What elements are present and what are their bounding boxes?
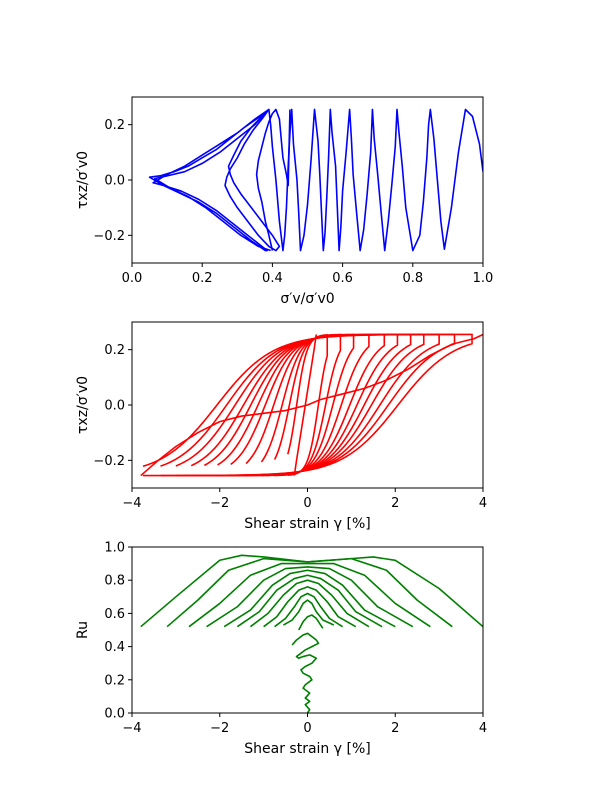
stress-strain-y-tick-label: 0.0 (104, 399, 125, 414)
stress-strain-y-axis-label: τxz/σ′v0 (75, 376, 91, 434)
pore-pressure-x-tick-label: −4 (122, 721, 141, 736)
pore-pressure-lines (140, 554, 483, 713)
stress-path-y-tick-label: −0.2 (93, 229, 125, 244)
pore-pressure-series-5 (236, 574, 383, 628)
pore-pressure-x-tick-label: 2 (391, 721, 399, 736)
stress-path-series-2 (224, 108, 281, 252)
pore-pressure-series-9 (282, 599, 335, 626)
pore-pressure-ticks: −4 −2 0 2 4 0.0 0.2 0.4 0.6 0.8 1.0 (104, 541, 487, 737)
stress-strain-x-tick-label: 4 (479, 496, 487, 511)
pore-pressure-y-tick-label: 0.6 (104, 607, 125, 622)
pore-pressure-y-axis-label: Ru (75, 621, 91, 639)
stress-path-series-1 (148, 108, 271, 252)
stress-path-y-tick-label: 0.2 (104, 118, 125, 133)
pore-pressure-series-8 (274, 592, 344, 628)
pore-pressure-series-1 (166, 557, 453, 628)
pore-pressure-x-axis-label: Shear strain γ [%] (244, 741, 370, 757)
stress-path-y-axis-label: τxz/σ′v0 (75, 151, 91, 209)
pore-pressure-series-3 (206, 566, 414, 628)
stress-path-y-tick-label: 0.0 (104, 174, 125, 189)
pore-pressure-series-10 (298, 614, 324, 631)
pore-pressure-series-2 (188, 562, 431, 628)
stress-strain-x-tick-label: −4 (122, 496, 141, 511)
pore-pressure-x-tick-label: 4 (479, 721, 487, 736)
stress-strain-y-tick-label: 0.2 (104, 343, 125, 358)
pore-pressure-y-tick-label: 1.0 (104, 541, 125, 556)
stress-path-lines (148, 108, 483, 252)
pore-pressure-panel: −4 −2 0 2 4 0.0 0.2 0.4 0.6 0.8 1.0 Shear strain γ… (75, 541, 487, 758)
stress-strain-series-1 (293, 334, 318, 476)
stress-strain-x-tick-label: 0 (303, 496, 311, 511)
stress-path-x-tick-label: 1.0 (473, 271, 494, 286)
pore-pressure-series-7 (263, 586, 357, 628)
stress-path-x-tick-label: 0.8 (402, 271, 423, 286)
pore-pressure-y-tick-label: 0.2 (104, 673, 125, 688)
stress-strain-x-tick-label: 2 (391, 496, 399, 511)
stress-strain-ticks: −4 −2 0 2 4 −0.2 0.0 0.2 (93, 343, 487, 511)
stress-strain-panel: −4 −2 0 2 4 −0.2 0.0 0.2 Shear strain γ [%] τxz… (75, 321, 487, 532)
stress-path-x-tick-label: 0.2 (192, 271, 213, 286)
stress-path-series-0 (268, 108, 483, 252)
pore-pressure-x-tick-label: −2 (210, 721, 229, 736)
pore-pressure-y-tick-label: 0.0 (104, 707, 125, 722)
stress-path-series-3 (255, 108, 291, 251)
stress-strain-loop-10 (142, 333, 473, 477)
stress-strain-x-tick-label: −2 (210, 496, 229, 511)
pore-pressure-series-6 (249, 579, 370, 628)
pore-pressure-y-tick-label: 0.8 (104, 574, 125, 589)
stress-path-panel: 0.0 0.2 0.4 0.6 0.8 1.0 −0.2 0.0 0.2 σ′v/σ′v0 τx… (75, 96, 493, 307)
stress-path-x-tick-label: 0.4 (262, 271, 283, 286)
stress-strain-y-tick-label: −0.2 (93, 454, 125, 469)
pore-pressure-y-tick-label: 0.4 (104, 640, 125, 655)
stress-strain-lines (140, 333, 483, 477)
stress-path-ticks: 0.0 0.2 0.4 0.6 0.8 1.0 −0.2 0.0 0.2 (93, 118, 493, 286)
stress-path-x-tick-label: 0.0 (122, 271, 143, 286)
stress-path-x-tick-label: 0.6 (332, 271, 353, 286)
pore-pressure-series-4 (223, 569, 396, 628)
stress-strain-x-axis-label: Shear strain γ [%] (244, 516, 370, 532)
pore-pressure-x-tick-label: 0 (303, 721, 311, 736)
pore-pressure-series-11 (291, 632, 320, 713)
stress-path-x-axis-label: σ′v/σ′v0 (280, 291, 334, 307)
